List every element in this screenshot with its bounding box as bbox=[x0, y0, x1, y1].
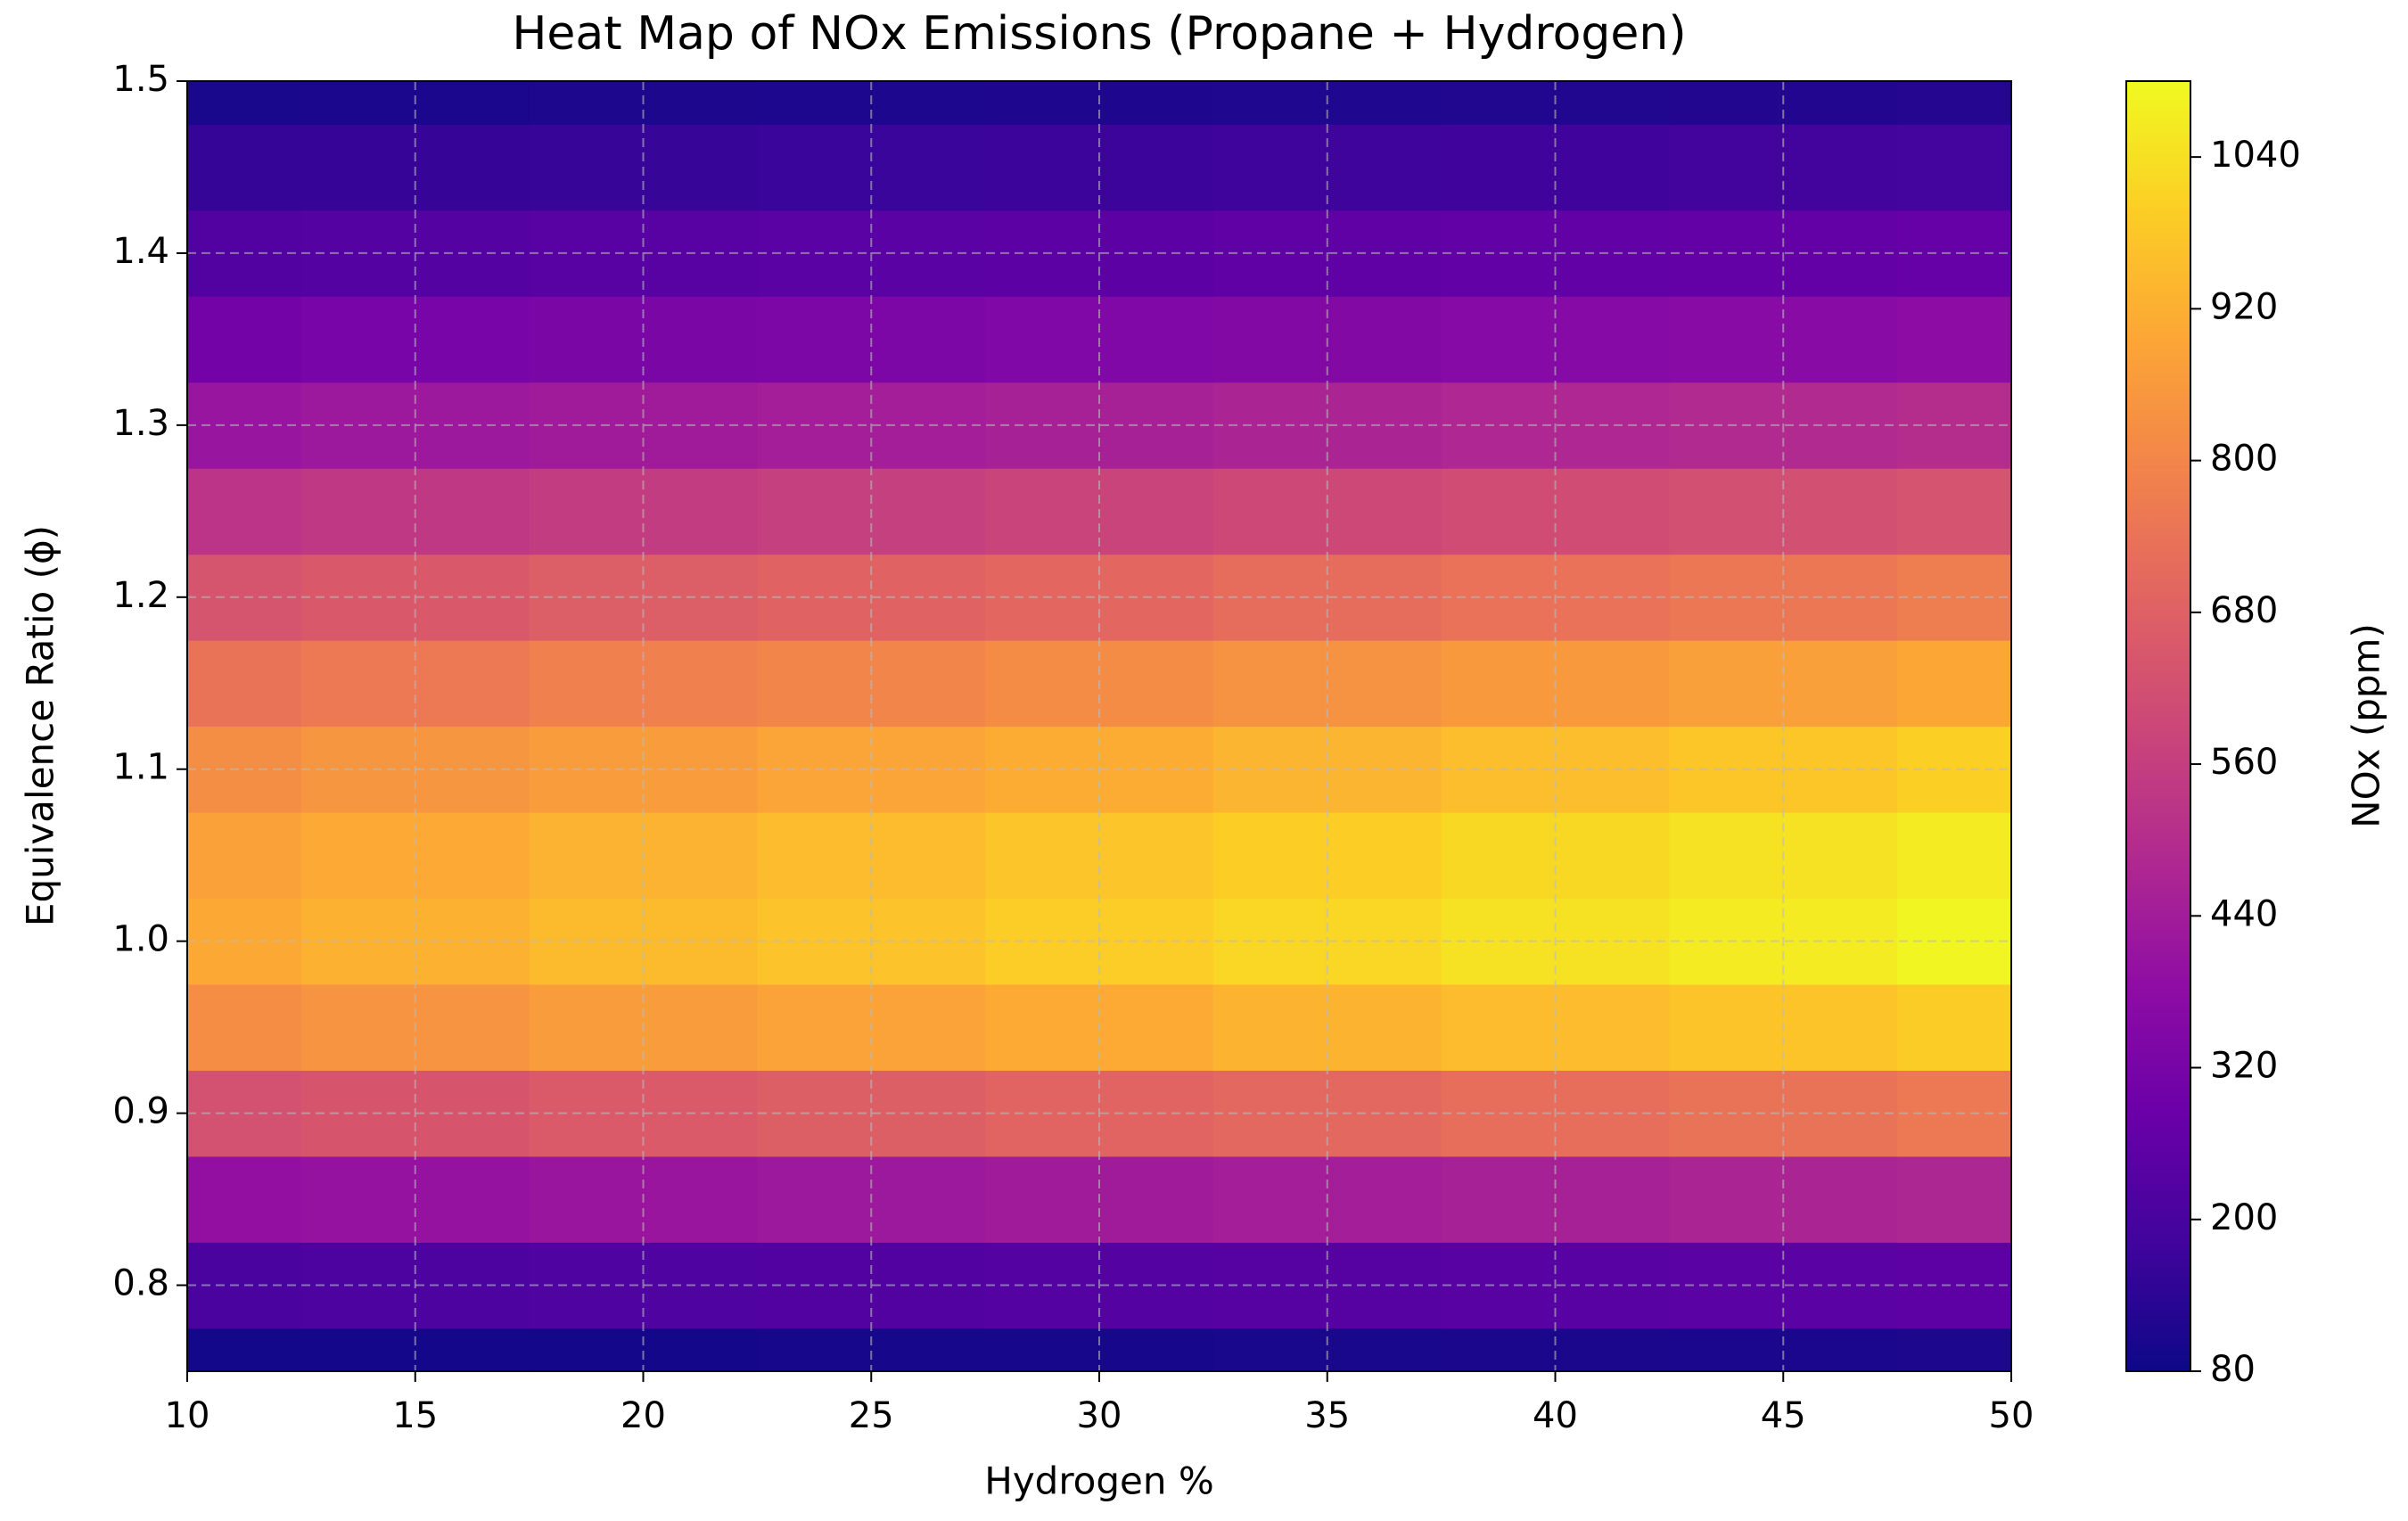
heatmap-cell bbox=[187, 468, 302, 555]
heatmap-cell bbox=[187, 1155, 302, 1243]
heatmap-cell bbox=[187, 296, 302, 383]
heatmap-cell bbox=[985, 1328, 1214, 1372]
heatmap-cell bbox=[300, 1328, 530, 1372]
heatmap-cell bbox=[529, 1328, 758, 1372]
heatmap-cell bbox=[187, 640, 302, 728]
x-tick-label: 10 bbox=[165, 1395, 210, 1436]
heatmap-cell bbox=[187, 811, 302, 900]
heatmap-cell bbox=[1897, 983, 2012, 1071]
heatmap-cell bbox=[1897, 1328, 2012, 1372]
y-tick-label: 1.2 bbox=[112, 575, 169, 616]
plot-frame bbox=[186, 80, 2012, 1372]
heatmap-cell bbox=[1441, 1328, 1670, 1372]
y-tick-label: 1.3 bbox=[112, 403, 169, 444]
heatmap-cell bbox=[1897, 1155, 2012, 1243]
x-tick-label: 15 bbox=[392, 1395, 438, 1436]
y-tick-label: 1.0 bbox=[112, 919, 169, 960]
x-axis-label: Hydrogen % bbox=[984, 1459, 1214, 1503]
overlay: 10 15 20 25 30 35 40 45 50 0.8 0.9 1.0 1.1 1.2 1.3 1.4 1… bbox=[112, 59, 2300, 1436]
colorbar bbox=[2125, 80, 2191, 1372]
heatmap-cell bbox=[187, 124, 302, 211]
colorbar-tick-label: 320 bbox=[2210, 1046, 2278, 1087]
y-axis-label: Equivalence Ratio (ϕ) bbox=[19, 525, 62, 926]
colorbar-tick-label: 800 bbox=[2210, 439, 2278, 480]
heatmap-cell bbox=[187, 1328, 302, 1372]
colorbar-tick-label: 80 bbox=[2210, 1349, 2256, 1390]
heatmap-cell bbox=[187, 81, 302, 125]
heatmap-cell bbox=[187, 983, 302, 1071]
colorbar-tick-label: 680 bbox=[2210, 590, 2278, 631]
heatmap-cell bbox=[1897, 640, 2012, 728]
x-tick-label: 50 bbox=[1989, 1395, 2034, 1436]
heatmap-cell bbox=[1669, 1328, 1898, 1372]
colorbar-tick-label: 560 bbox=[2210, 742, 2278, 783]
colorbar-tick-label: 920 bbox=[2210, 286, 2278, 327]
colorbar-tick-label: 200 bbox=[2210, 1197, 2278, 1238]
heatmap-cell bbox=[1897, 296, 2012, 383]
heatmap-cell bbox=[1897, 468, 2012, 555]
y-tick-label: 1.4 bbox=[112, 231, 169, 272]
x-tick-label: 35 bbox=[1304, 1395, 1350, 1436]
x-tick-label: 20 bbox=[620, 1395, 666, 1436]
y-tick-label: 0.8 bbox=[112, 1263, 169, 1304]
colorbar-label: NOx (ppm) bbox=[2345, 623, 2388, 828]
heatmap-cell bbox=[1897, 124, 2012, 211]
chart-title: Heat Map of NOx Emissions (Propane + Hyd… bbox=[512, 7, 1686, 61]
colorbar-tick-label: 440 bbox=[2210, 893, 2278, 934]
y-tick-label: 1.1 bbox=[112, 747, 169, 788]
heatmap-cell bbox=[1212, 1328, 1442, 1372]
y-tick-label: 1.5 bbox=[112, 59, 169, 100]
y-tick-label: 0.9 bbox=[112, 1091, 169, 1132]
heatmap-cell bbox=[757, 1328, 986, 1372]
x-tick-label: 25 bbox=[849, 1395, 894, 1436]
heatmap-cell bbox=[1897, 811, 2012, 900]
x-tick-label: 30 bbox=[1077, 1395, 1122, 1436]
heatmap-cell bbox=[1897, 81, 2012, 125]
x-tick-label: 45 bbox=[1761, 1395, 1806, 1436]
colorbar-tick-label: 1040 bbox=[2210, 135, 2301, 176]
x-tick-label: 40 bbox=[1533, 1395, 1578, 1436]
